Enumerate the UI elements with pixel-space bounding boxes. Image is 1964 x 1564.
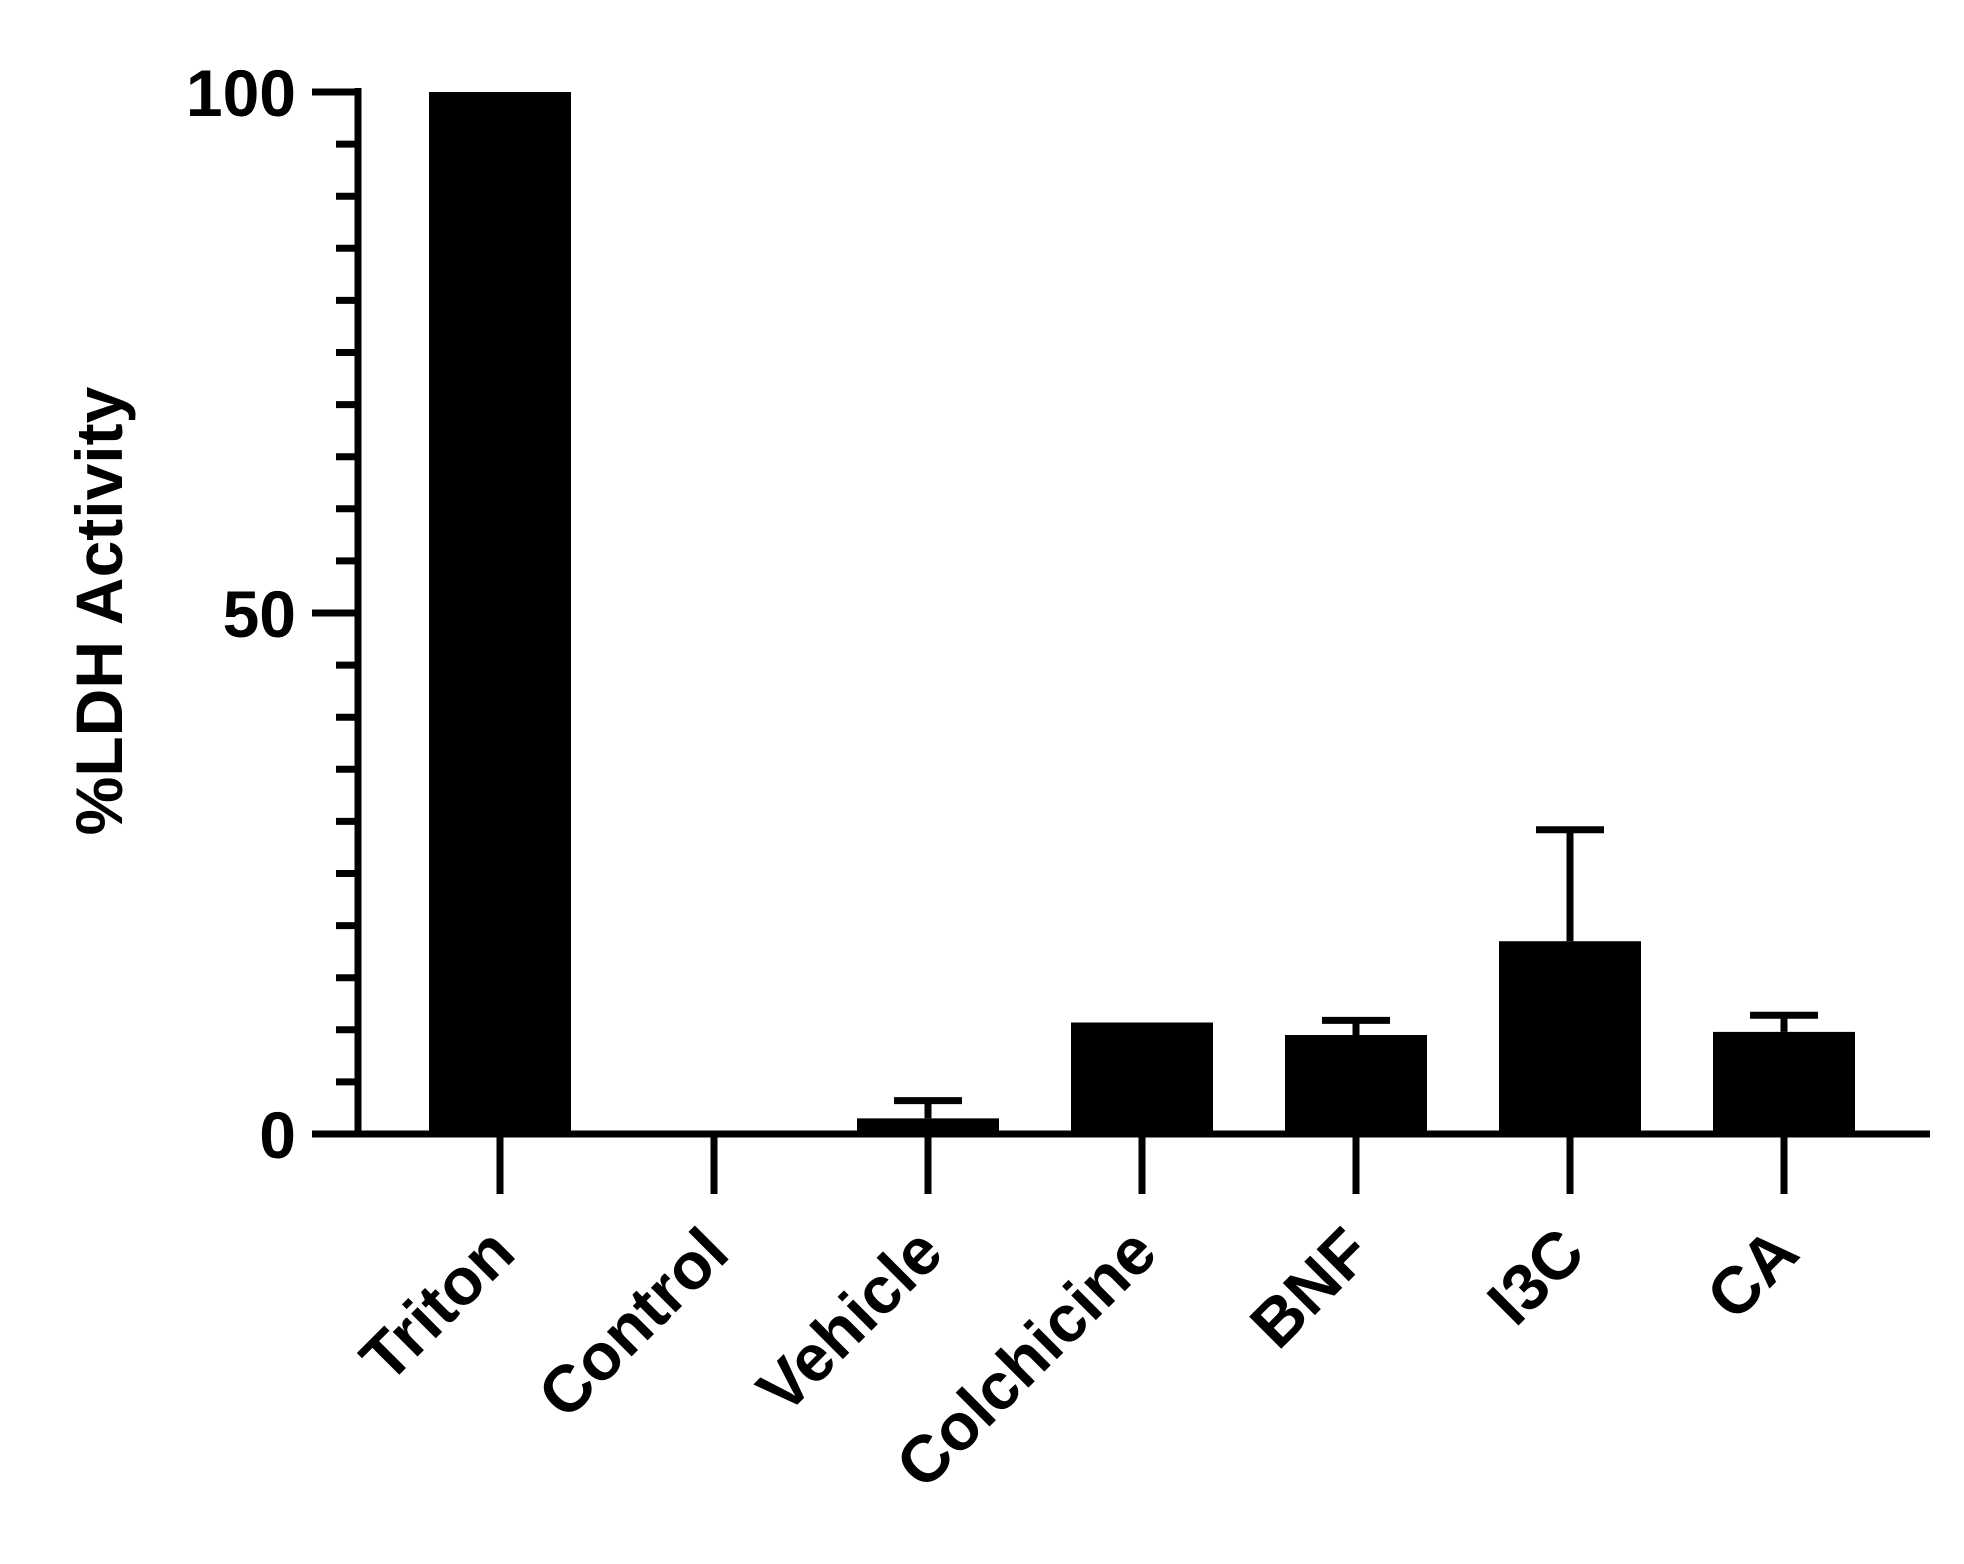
y-tick-label: 100	[186, 56, 296, 130]
bar	[1499, 941, 1641, 1134]
chart-ticks	[312, 88, 1788, 1194]
x-tick-label: Triton	[346, 1214, 528, 1396]
bar	[1071, 1022, 1213, 1134]
y-tick-label: 0	[259, 1098, 296, 1172]
x-tick-label: Control	[524, 1214, 742, 1432]
bar	[857, 1118, 999, 1134]
x-tick-label: Vehicle	[743, 1214, 956, 1427]
x-tick-label: CA	[1692, 1214, 1812, 1334]
y-tick-label: 50	[223, 577, 296, 651]
x-tick-label: BNF	[1236, 1214, 1384, 1362]
y-axis-title: %LDH Activity	[62, 386, 136, 835]
bar	[429, 92, 571, 1134]
bar	[1285, 1035, 1427, 1134]
x-tick-label: I3C	[1473, 1214, 1598, 1339]
chart-marks	[429, 92, 1855, 1134]
bar	[1713, 1031, 1855, 1134]
